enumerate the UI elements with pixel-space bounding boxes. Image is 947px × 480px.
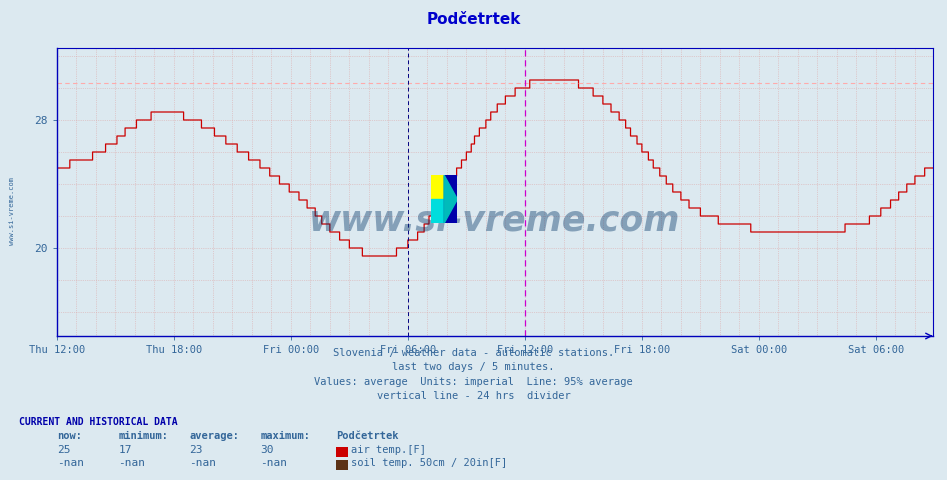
Text: CURRENT AND HISTORICAL DATA: CURRENT AND HISTORICAL DATA bbox=[19, 417, 178, 427]
Text: -nan: -nan bbox=[189, 457, 217, 468]
Text: soil temp. 50cm / 20in[F]: soil temp. 50cm / 20in[F] bbox=[351, 457, 508, 468]
Text: -nan: -nan bbox=[57, 457, 84, 468]
Text: Podčetrtek: Podčetrtek bbox=[426, 12, 521, 27]
Text: 17: 17 bbox=[118, 444, 132, 455]
Text: Podčetrtek: Podčetrtek bbox=[336, 431, 399, 441]
Bar bbox=[431, 175, 444, 199]
Polygon shape bbox=[444, 175, 457, 223]
Text: now:: now: bbox=[57, 431, 81, 441]
Text: -nan: -nan bbox=[118, 457, 146, 468]
Text: Values: average  Units: imperial  Line: 95% average: Values: average Units: imperial Line: 95… bbox=[314, 377, 633, 387]
Text: minimum:: minimum: bbox=[118, 431, 169, 441]
Text: 23: 23 bbox=[189, 444, 203, 455]
Text: last two days / 5 minutes.: last two days / 5 minutes. bbox=[392, 362, 555, 372]
Text: www.si-vreme.com: www.si-vreme.com bbox=[9, 177, 15, 245]
Text: -nan: -nan bbox=[260, 457, 288, 468]
Text: maximum:: maximum: bbox=[260, 431, 311, 441]
Bar bbox=[444, 175, 457, 223]
Text: www.si-vreme.com: www.si-vreme.com bbox=[309, 204, 681, 238]
Text: 30: 30 bbox=[260, 444, 274, 455]
Text: 25: 25 bbox=[57, 444, 70, 455]
Text: Slovenia / weather data - automatic stations.: Slovenia / weather data - automatic stat… bbox=[333, 348, 614, 358]
Bar bbox=[431, 199, 444, 223]
Text: average:: average: bbox=[189, 431, 240, 441]
Text: air temp.[F]: air temp.[F] bbox=[351, 444, 426, 455]
Text: vertical line - 24 hrs  divider: vertical line - 24 hrs divider bbox=[377, 391, 570, 401]
